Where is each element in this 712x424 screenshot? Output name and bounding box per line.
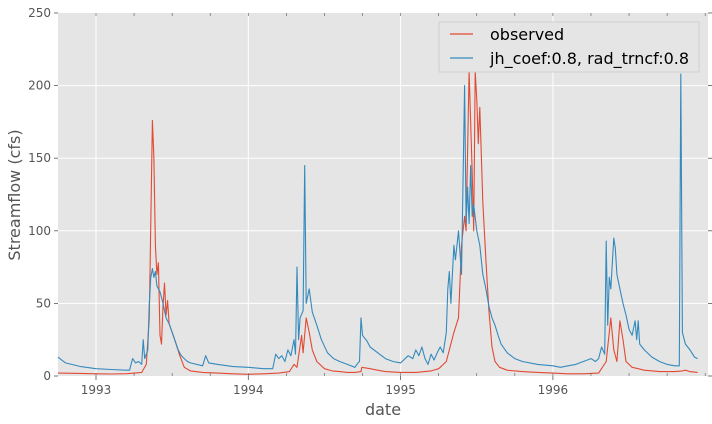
grid-lines [58, 13, 708, 376]
x-tick-label: 1995 [385, 383, 416, 397]
y-tick-label: 0 [43, 369, 51, 383]
x-tick-label: 1994 [233, 383, 264, 397]
legend: observed jh_coef:0.8, rad_trncf:0.8 [438, 21, 700, 73]
y-tick-label: 250 [28, 6, 51, 20]
axis-ticks [54, 12, 712, 380]
x-tick-label: 1993 [81, 383, 112, 397]
y-tick-labels: 0 50 100 150 200 250 [28, 6, 51, 383]
y-tick-label: 100 [28, 224, 51, 238]
y-tick-label: 200 [28, 79, 51, 93]
legend-label-observed: observed [490, 25, 564, 44]
series-layer [57, 70, 698, 375]
legend-box [438, 21, 700, 73]
x-tick-labels: 1993 1994 1995 1996 [81, 383, 568, 397]
y-tick-label: 150 [28, 151, 51, 165]
legend-label-simulated: jh_coef:0.8, rad_trncf:0.8 [489, 49, 689, 69]
x-axis-label: date [365, 400, 401, 419]
y-axis-label: Streamflow (cfs) [5, 129, 24, 260]
series-observed-line [57, 70, 698, 375]
series-simulated-line [57, 73, 698, 371]
x-tick-label: 1996 [538, 383, 569, 397]
y-tick-label: 50 [36, 296, 51, 310]
plot-background [58, 13, 708, 376]
